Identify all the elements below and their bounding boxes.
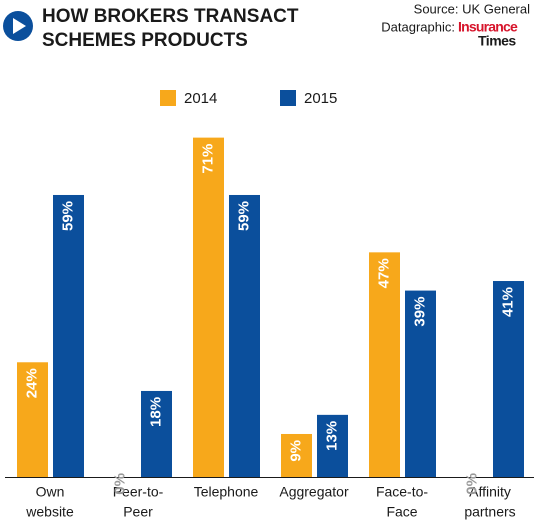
- x-tick-label: Own: [36, 484, 65, 500]
- x-tick-label: website: [25, 504, 74, 520]
- bar: [281, 433, 312, 477]
- value-label: 13%: [323, 421, 340, 451]
- value-label: 71%: [199, 144, 216, 174]
- value-label: 41%: [499, 287, 516, 317]
- value-label: 59%: [59, 201, 76, 231]
- x-tick-label: Face: [386, 504, 417, 520]
- value-label: 9%: [287, 440, 304, 462]
- legend-swatch: [280, 90, 296, 106]
- bar: [141, 390, 172, 477]
- logo: Times: [478, 33, 516, 49]
- x-tick-label: Face-to-: [376, 484, 428, 500]
- source: Source: UK General: [414, 1, 530, 16]
- value-label: 0%: [463, 473, 480, 495]
- bar: [317, 414, 348, 477]
- value-label: 24%: [23, 368, 40, 398]
- bar: [193, 137, 224, 477]
- value-label: 59%: [235, 201, 252, 231]
- x-tick-label: Affinity: [469, 484, 511, 500]
- credit: Datagraphic:: [381, 19, 455, 34]
- x-tick-label: Telephone: [194, 484, 259, 500]
- title-icon-arrow: [13, 18, 26, 34]
- bar: [405, 290, 436, 477]
- bar: [17, 362, 48, 477]
- x-tick-label: Aggregator: [279, 484, 349, 500]
- chart-title: SCHEMES PRODUCTS: [42, 30, 248, 51]
- legend-label: 2014: [184, 90, 217, 107]
- x-tick-label: Peer: [123, 504, 153, 520]
- value-label: 18%: [147, 397, 164, 427]
- bar: [53, 194, 84, 478]
- logo: Insurance: [458, 19, 518, 35]
- value-label: 39%: [411, 297, 428, 327]
- chart-title: HOW BROKERS TRANSACT: [42, 6, 299, 27]
- bar: [493, 281, 524, 477]
- bar: [369, 252, 400, 477]
- x-tick-label: Peer-to-: [113, 484, 164, 500]
- bar: [229, 194, 260, 478]
- value-label: 47%: [375, 258, 392, 288]
- x-tick-label: partners: [464, 504, 515, 520]
- legend-label: 2015: [304, 90, 337, 107]
- legend-swatch: [160, 90, 176, 106]
- value-label: 0%: [111, 473, 128, 495]
